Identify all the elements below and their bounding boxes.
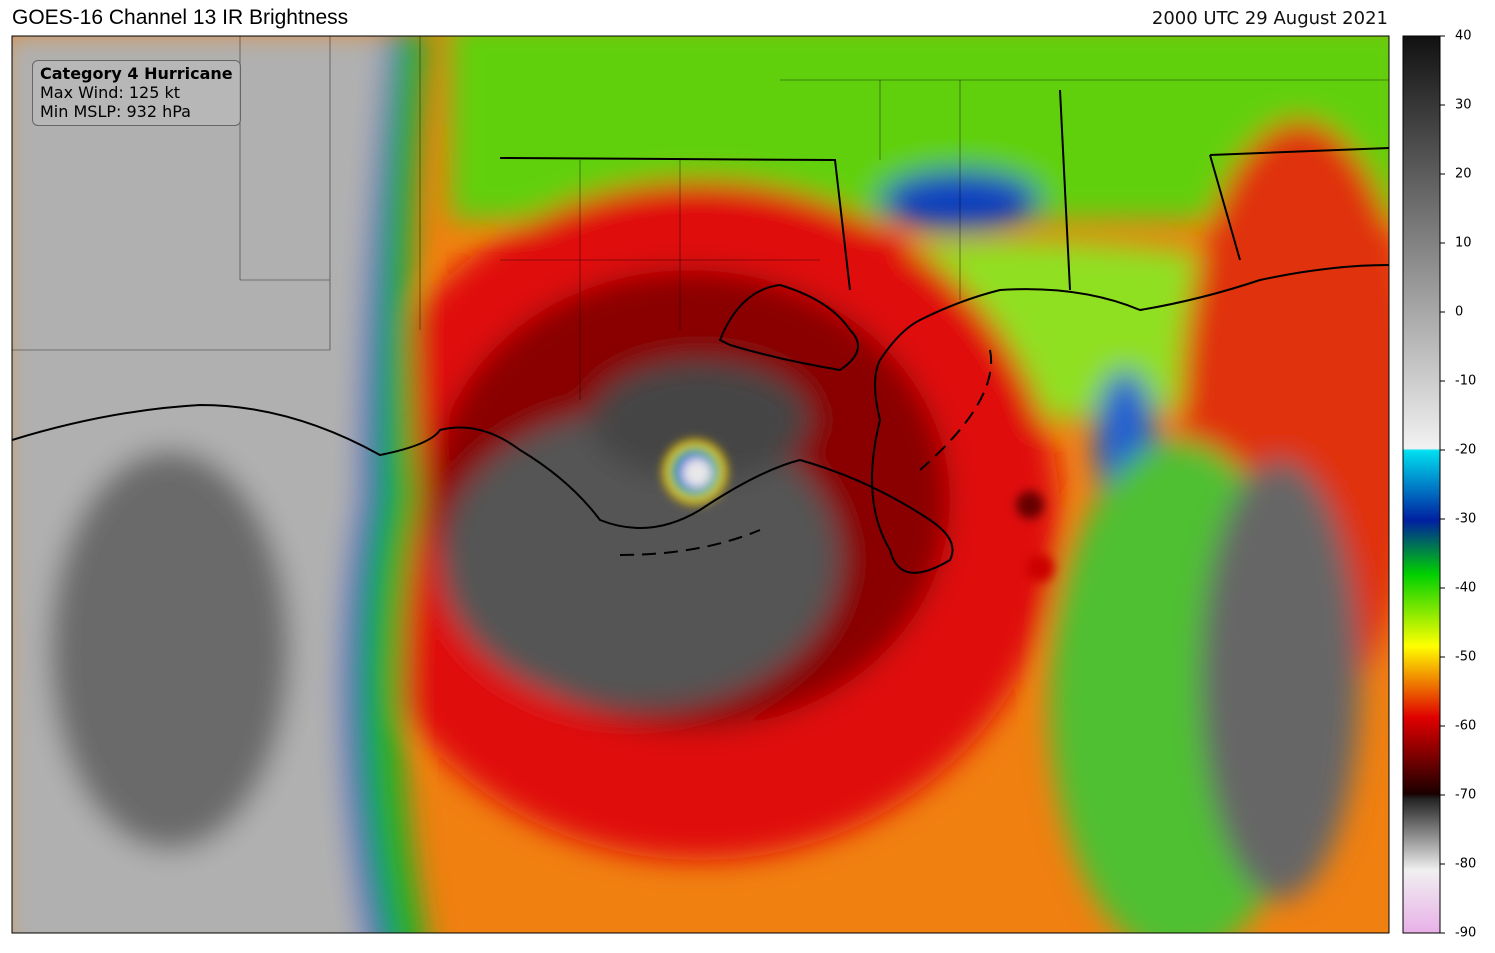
colorbar bbox=[1402, 35, 1441, 934]
county-lines bbox=[12, 36, 1389, 400]
colorbar-tick-label: -70 bbox=[1455, 788, 1476, 803]
colorbar-tick-label: 20 bbox=[1455, 167, 1472, 182]
info-line: Min MSLP: 932 hPa bbox=[40, 102, 191, 121]
satellite-image bbox=[12, 36, 1389, 933]
colorbar-tick-label: -40 bbox=[1455, 581, 1476, 596]
map-frame bbox=[11, 35, 1390, 934]
colorbar-tick-label: -10 bbox=[1455, 374, 1476, 389]
colorbar-tick-label: -60 bbox=[1455, 719, 1476, 734]
colorbar-tick-label: -30 bbox=[1455, 512, 1476, 527]
info-line: Max Wind: 125 kt bbox=[40, 83, 181, 102]
coastline bbox=[12, 89, 1389, 574]
timestamp: 2000 UTC 29 August 2021 bbox=[1151, 8, 1388, 29]
title: GOES-16 Channel 13 IR Brightness bbox=[12, 6, 349, 29]
colorbar-tick-label: 30 bbox=[1455, 98, 1472, 113]
colorbar-tick-label: -90 bbox=[1455, 926, 1476, 941]
colorbar-tick-label: 0 bbox=[1455, 305, 1463, 320]
colorbar-tick-label: -20 bbox=[1455, 443, 1476, 458]
colorbar-tick-label: 10 bbox=[1455, 236, 1472, 251]
colorbar-tick-label: -50 bbox=[1455, 650, 1476, 665]
colorbar-tick-label: 40 bbox=[1455, 29, 1472, 44]
info-line: Category 4 Hurricane bbox=[40, 64, 233, 83]
info-box: Category 4 Hurricane Max Wind: 125 kt Mi… bbox=[32, 60, 241, 126]
colorbar-tick-label: -80 bbox=[1455, 857, 1476, 872]
